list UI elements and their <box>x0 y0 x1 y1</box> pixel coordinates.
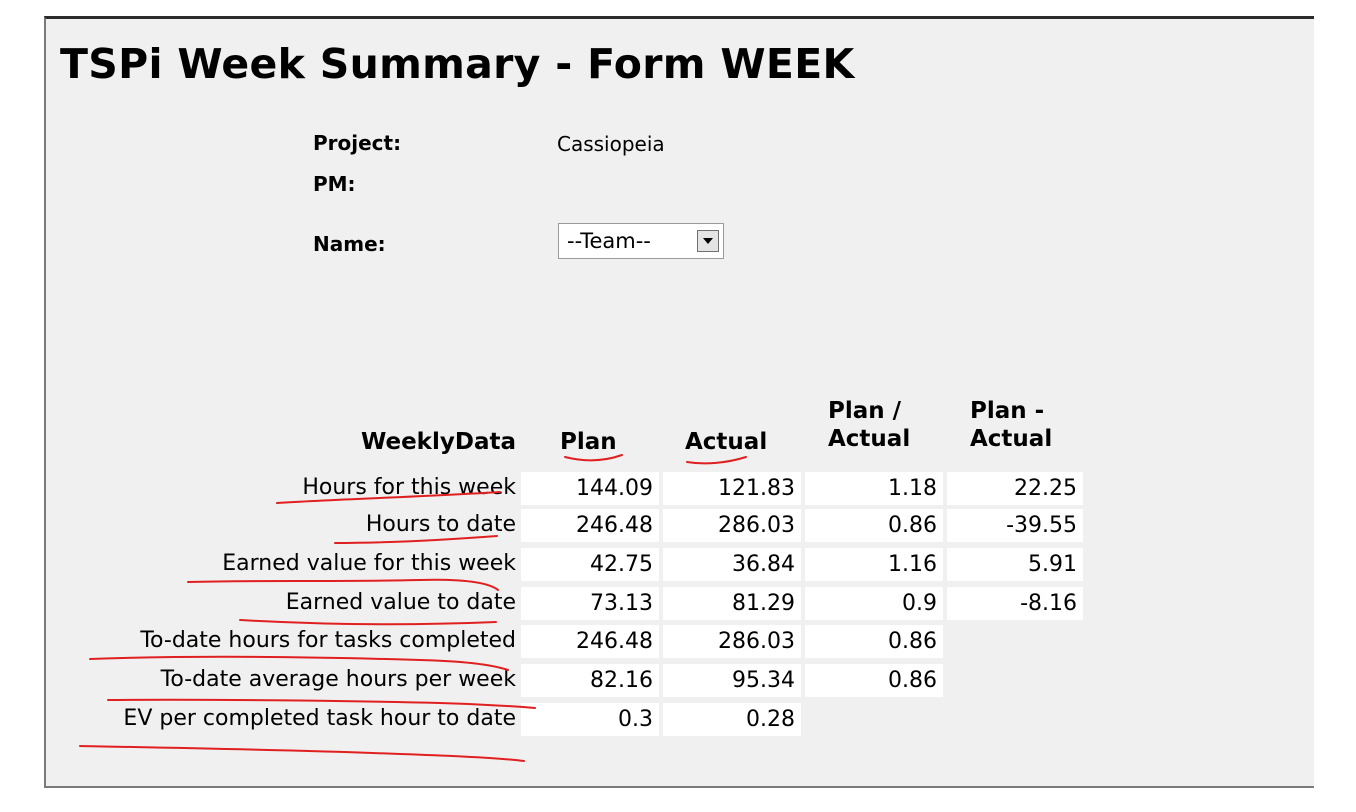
actual-cell: 121.83 <box>663 472 801 505</box>
pm-label: PM: <box>313 172 356 196</box>
row-label: Earned value to date <box>285 590 516 615</box>
actual-cell: 286.03 <box>663 625 801 658</box>
header-plan-over-actual: Plan / Actual <box>828 398 911 452</box>
plan-cell: 0.3 <box>521 703 659 736</box>
page-title: TSPi Week Summary - Form WEEK <box>60 40 855 88</box>
header-actual: Actual <box>685 429 768 455</box>
ratio-cell: 1.18 <box>805 472 943 505</box>
actual-cell: 36.84 <box>663 548 801 581</box>
chevron-down-icon[interactable] <box>697 230 719 252</box>
plan-cell: 82.16 <box>521 664 659 697</box>
project-value: Cassiopeia <box>557 132 665 156</box>
diff-cell: -39.55 <box>947 509 1083 542</box>
plan-cell: 144.09 <box>521 472 659 505</box>
ratio-cell: 0.86 <box>805 625 943 658</box>
plan-cell: 73.13 <box>521 587 659 620</box>
actual-cell: 95.34 <box>663 664 801 697</box>
plan-cell: 246.48 <box>521 509 659 542</box>
ratio-cell: 0.9 <box>805 587 943 620</box>
header-plan: Plan <box>560 429 617 455</box>
header-plan-minus-actual: Plan - Actual <box>970 398 1053 452</box>
ratio-cell: 1.16 <box>805 548 943 581</box>
diff-cell: 5.91 <box>947 548 1083 581</box>
row-label: To-date average hours per week <box>160 667 516 692</box>
plan-cell: 246.48 <box>521 625 659 658</box>
actual-cell: 286.03 <box>663 509 801 542</box>
diff-cell: -8.16 <box>947 587 1083 620</box>
row-label: EV per completed task hour to date <box>123 706 516 731</box>
diff-cell: 22.25 <box>947 472 1083 505</box>
row-label: Earned value for this week <box>222 551 516 576</box>
ratio-cell: 0.86 <box>805 664 943 697</box>
ratio-cell: 0.86 <box>805 509 943 542</box>
row-label: Hours for this week <box>302 475 516 500</box>
row-label: To-date hours for tasks completed <box>140 628 516 653</box>
actual-cell: 81.29 <box>663 587 801 620</box>
row-label: Hours to date <box>365 512 516 537</box>
project-label: Project: <box>313 131 402 155</box>
name-select[interactable]: --Team-- <box>558 223 724 259</box>
name-label: Name: <box>313 232 386 256</box>
actual-cell: 0.28 <box>663 703 801 736</box>
header-weeklydata: WeeklyData <box>360 429 516 455</box>
plan-cell: 42.75 <box>521 548 659 581</box>
name-select-value: --Team-- <box>567 229 651 253</box>
